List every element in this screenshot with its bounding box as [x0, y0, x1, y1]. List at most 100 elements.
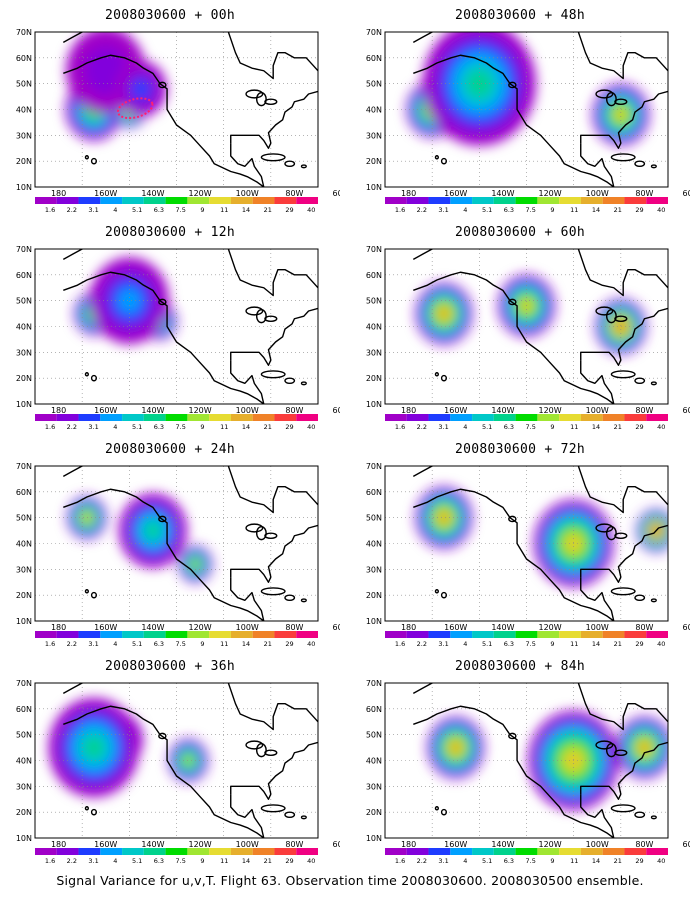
colorbar-swatch	[602, 631, 625, 638]
colorbar-swatch	[406, 848, 429, 855]
colorbar-swatch	[143, 197, 166, 204]
colorbar-swatch	[35, 197, 57, 204]
map-frame	[34, 31, 319, 188]
colorbar-swatch	[515, 848, 538, 855]
colorbar-label: 3.1	[438, 857, 448, 865]
colorbar-swatch	[646, 414, 668, 421]
colorbar-swatch	[428, 631, 451, 638]
colorbar-swatch	[100, 848, 123, 855]
x-tick-label: 100W	[586, 189, 609, 198]
colorbar-label: 29	[635, 640, 643, 648]
y-tick-label: 70N	[16, 462, 32, 471]
x-tick-label: 140W	[141, 623, 164, 632]
y-tick-label: 10N	[366, 617, 382, 626]
y-tick-label: 50N	[16, 514, 32, 523]
y-tick-label: 70N	[366, 462, 382, 471]
colorbar-label: 5.1	[132, 423, 142, 431]
colorbar-label: 7.5	[176, 206, 186, 214]
x-tick-label: 100W	[586, 406, 609, 415]
y-tick-label: 50N	[366, 514, 382, 523]
y-tick-label: 40N	[366, 757, 382, 766]
y-tick-label: 20N	[16, 374, 32, 383]
colorbar-label: 4	[113, 857, 117, 865]
map-frame	[34, 465, 319, 622]
panel-title: 2008030600 + 60h	[454, 225, 586, 240]
colorbar-label: 29	[635, 857, 643, 865]
x-tick-label: 140W	[141, 840, 164, 849]
colorbar-swatch	[143, 631, 166, 638]
colorbar-label: 7.5	[526, 206, 536, 214]
colorbar-swatch	[165, 631, 188, 638]
colorbar-label: 14	[242, 423, 250, 431]
x-tick-label: 60W	[683, 406, 690, 415]
colorbar-swatch	[35, 414, 57, 421]
map-frame	[34, 682, 319, 839]
colorbar-swatch	[78, 414, 101, 421]
y-tick-label: 60N	[366, 705, 382, 714]
colorbar-swatch	[559, 414, 581, 421]
colorbar-label: 14	[592, 423, 600, 431]
colorbar-label: 3.1	[88, 857, 98, 865]
x-tick-label: 180	[51, 623, 66, 632]
colorbar-label: 6.3	[504, 423, 514, 431]
x-tick-label: 80W	[635, 189, 653, 198]
map-frame	[34, 248, 319, 405]
colorbar-swatch	[187, 848, 210, 855]
colorbar-swatch	[580, 631, 603, 638]
colorbar-label: 29	[285, 206, 293, 214]
map-panel-60h: 2008030600 + 60h 70N 60N 50N 40N 30N 20N 10N 180…	[350, 217, 690, 442]
colorbar-label: 6.3	[504, 206, 514, 214]
colorbar-label: 29	[285, 640, 293, 648]
colorbar-label: 1.6	[45, 423, 55, 431]
colorbar-label: 6.3	[504, 857, 514, 865]
colorbar-label: 3.1	[88, 206, 98, 214]
colorbar-swatch	[428, 197, 451, 204]
colorbar-label: 21	[264, 423, 272, 431]
colorbar-swatch	[515, 631, 538, 638]
variance-contour	[440, 310, 447, 317]
colorbar-label: 4	[113, 206, 117, 214]
colorbar-swatch	[580, 414, 603, 421]
map-frame	[384, 248, 669, 405]
colorbar-swatch	[230, 631, 253, 638]
y-tick-label: 20N	[366, 808, 382, 817]
colorbar-swatch	[515, 197, 538, 204]
colorbar-swatch	[296, 631, 318, 638]
y-tick-label: 60N	[16, 705, 32, 714]
x-tick-label: 160W	[94, 189, 117, 198]
x-tick-label: 120W	[188, 406, 211, 415]
colorbar-swatch	[602, 197, 625, 204]
panel-title: 2008030600 + 48h	[454, 8, 586, 23]
colorbar-swatch	[252, 631, 275, 638]
y-tick-label: 50N	[16, 80, 32, 89]
colorbar-swatch	[56, 414, 79, 421]
colorbar-label: 6.3	[154, 857, 164, 865]
y-tick-label: 30N	[366, 348, 382, 357]
colorbar-swatch	[274, 414, 297, 421]
y-tick-label: 30N	[16, 782, 32, 791]
x-tick-label: 160W	[444, 840, 467, 849]
variance-contour	[193, 561, 198, 567]
panel-title: 2008030600 + 84h	[454, 659, 586, 674]
colorbar-label: 5.1	[132, 857, 142, 865]
colorbar-swatch	[35, 848, 57, 855]
colorbar-label: 5.1	[482, 423, 492, 431]
variance-contour	[85, 737, 103, 758]
colorbar-swatch	[559, 197, 581, 204]
colorbar-label: 40	[307, 206, 315, 214]
colorbar-label: 7.5	[526, 857, 536, 865]
variance-contour	[641, 744, 648, 751]
colorbar-swatch	[537, 631, 560, 638]
y-tick-label: 60N	[16, 488, 32, 497]
x-tick-label: 100W	[586, 623, 609, 632]
x-tick-label: 80W	[635, 406, 653, 415]
colorbar-label: 5.1	[132, 640, 142, 648]
colorbar-label: 21	[614, 206, 622, 214]
colorbar-swatch	[78, 631, 101, 638]
colorbar-swatch	[187, 414, 210, 421]
map-plot: 70N 60N 50N 40N 30N 20N 10N 180 160W 140W 120W 100W…	[366, 679, 690, 865]
colorbar-label: 21	[264, 857, 272, 865]
variance-contour	[84, 515, 90, 521]
y-tick-label: 70N	[16, 28, 32, 37]
colorbar-label: 7.5	[176, 857, 186, 865]
